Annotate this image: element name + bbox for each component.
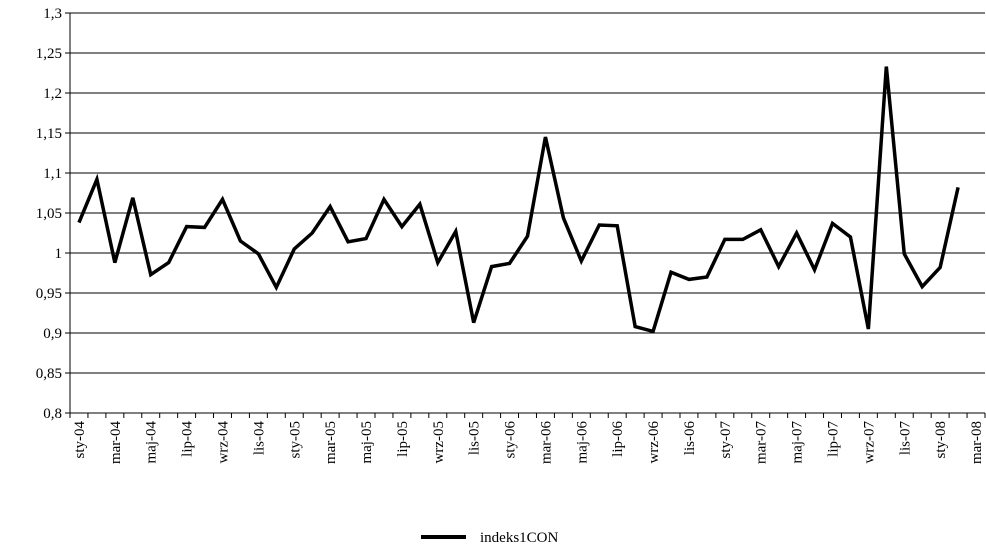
x-tick-label: lip-07 [826,421,842,457]
x-tick-label: lis-05 [467,421,483,455]
x-tick-label: maj-07 [790,421,806,464]
x-tick-label: lip-04 [180,421,196,457]
y-tick-label: 1,3 [43,6,62,22]
gridlines [70,12,985,374]
y-tick-label: 1 [55,246,63,262]
x-tick-label: wrz-05 [431,421,447,463]
y-tick-label: 1,1 [43,166,62,182]
y-tick-label: 1,15 [36,126,62,142]
series-line-indeks1CON [77,66,960,334]
x-tick-label: wrz-04 [216,421,232,464]
x-tick-label: lis-04 [251,421,267,456]
y-tick-label: 1,2 [43,86,62,102]
x-axis-ticks: sty-04 mar-04 maj-04 lip-04 wrz-04 lis-04 sty-… [69,413,986,465]
x-tick-label: sty-06 [503,421,519,459]
x-tick-label: lip-05 [395,421,411,457]
x-tick-label: sty-04 [72,421,88,459]
x-tick-label: lis-06 [682,421,698,456]
y-tick-label: 0,9 [43,326,62,342]
y-tick-label: 1,05 [36,206,62,222]
x-tick-label: sty-07 [718,421,734,459]
y-tick-label: 0,95 [36,286,62,302]
x-tick-label: sty-05 [287,421,303,459]
legend-label: indeks1CON [480,530,559,546]
x-tick-label: mar-04 [108,421,124,465]
x-tick-label: mar-05 [323,421,339,464]
y-tick-label: 0,85 [36,366,62,382]
x-tick-label: lis-07 [897,421,913,456]
y-axis-ticks: 0,8 0,85 0,9 0,95 1 1,05 1,1 1,15 1,2 1,25 1,3 [36,6,70,422]
x-tick-label: wrz-07 [861,421,877,464]
x-tick-label: maj-06 [574,421,590,464]
x-tick-label: mar-06 [538,421,554,465]
x-tick-label: wrz-06 [646,421,662,464]
legend: indeks1CON [421,530,559,546]
x-tick-label: sty-08 [933,421,949,459]
y-tick-label: 1,25 [36,46,62,62]
y-tick-label: 0,8 [43,406,62,422]
axes [69,13,985,414]
series-layer [77,66,960,334]
x-tick-label: mar-08 [969,421,985,464]
x-tick-label: lip-06 [610,421,626,457]
x-tick-label: maj-05 [359,421,375,464]
x-tick-label: mar-07 [754,421,770,465]
x-tick-label: maj-04 [144,421,160,464]
